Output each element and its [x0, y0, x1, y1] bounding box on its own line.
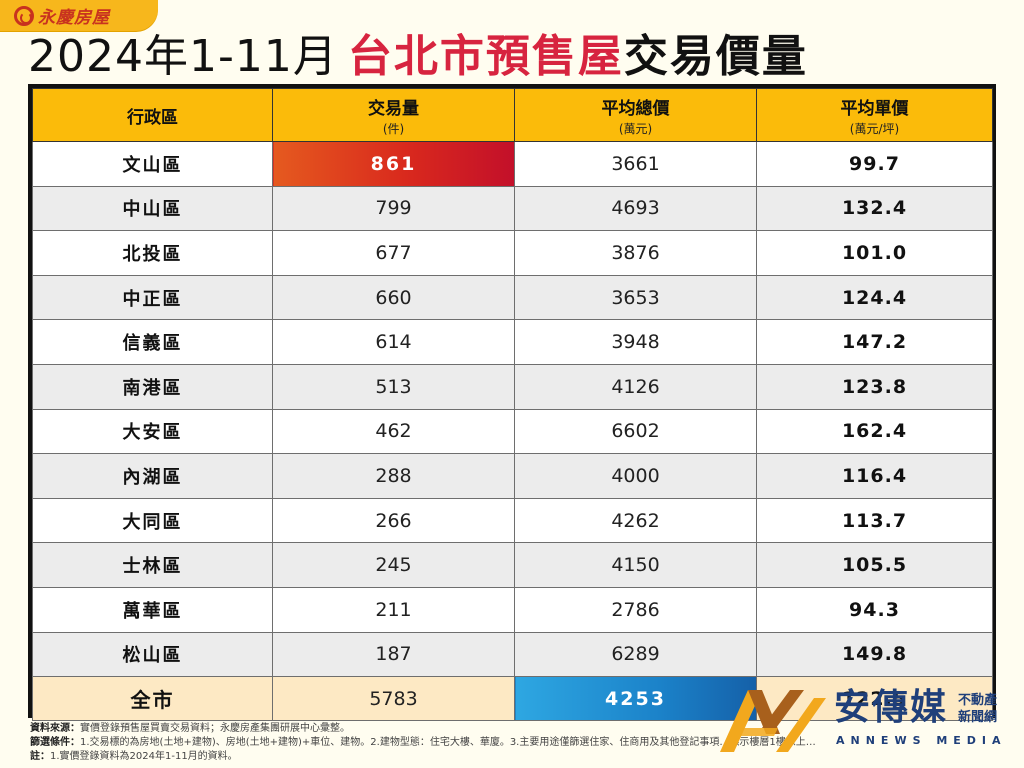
- cell-avg-unit: 113.7: [756, 497, 993, 544]
- note-remark-label: 註：: [30, 751, 50, 762]
- cell-volume-highlight: 861: [272, 141, 515, 187]
- table-row: 中正區 660 3653 124.4: [32, 274, 993, 321]
- cell-volume: 288: [272, 453, 515, 499]
- cell-avg-unit: 101.0: [756, 230, 993, 276]
- table-total-row: 全市 5783 4253 122.5: [32, 676, 993, 722]
- cell-avg-total: 3876: [514, 230, 757, 276]
- header-label: 交易量: [368, 98, 419, 119]
- cell-avg-total: 4262: [514, 497, 757, 544]
- cell-volume: 677: [272, 230, 515, 276]
- cell-volume: 799: [272, 185, 515, 232]
- table-row: 大安區 462 6602 162.4: [32, 408, 993, 455]
- header-label: 平均總價: [601, 98, 670, 119]
- note-remark-text: 1.實價登錄資料為2024年1-11月的資料。: [50, 751, 238, 762]
- data-table: 行政區 交易量 (件) 平均總價 (萬元) 平均單價 (萬元/坪) 文山區 861 3…: [32, 88, 993, 722]
- note-filter-text: 1.交易標的為房地(土地+建物)、房地(土地+建物)+車位、建物。2.建物型態：…: [80, 737, 816, 748]
- cell-avg-unit: 99.7: [756, 141, 993, 187]
- header-label: 行政區: [127, 107, 178, 128]
- cell-avg-total: 3653: [514, 274, 757, 321]
- cell-volume: 211: [272, 586, 515, 633]
- brand-tab: 永慶房屋: [0, 0, 158, 31]
- cell-district: 萬華區: [32, 586, 273, 633]
- header-district: 行政區: [32, 88, 273, 142]
- cell-volume: 660: [272, 274, 515, 321]
- header-volume: 交易量 (件): [272, 88, 515, 142]
- cell-avg-total: 6602: [514, 408, 757, 455]
- cell-volume: 187: [272, 631, 515, 678]
- cell-avg-unit: 147.2: [756, 319, 993, 365]
- table-row: 士林區 245 4150 105.5: [32, 542, 993, 588]
- cell-district: 大同區: [32, 497, 273, 544]
- cell-avg-total: 4000: [514, 453, 757, 499]
- cell-avg-unit: 116.4: [756, 453, 993, 499]
- header-unit: (萬元/坪): [849, 121, 900, 136]
- header-unit: (件): [382, 121, 405, 136]
- table-row: 北投區 677 3876 101.0: [32, 230, 993, 276]
- cell-district: 中正區: [32, 274, 273, 321]
- cell-avg-total: 4693: [514, 185, 757, 232]
- cell-avg-total: 4126: [514, 363, 757, 410]
- cell-volume: 245: [272, 542, 515, 588]
- page-title: 2024年1-11月 台北市預售屋 交易價量: [28, 30, 808, 84]
- cell-district: 大安區: [32, 408, 273, 455]
- note-source-label: 資料來源：: [30, 723, 80, 734]
- cell-avg-unit: 123.8: [756, 363, 993, 410]
- cell-avg-unit: 124.4: [756, 274, 993, 321]
- table-header-row: 行政區 交易量 (件) 平均總價 (萬元) 平均單價 (萬元/坪): [32, 88, 993, 142]
- cell-avg-total: 4150: [514, 542, 757, 588]
- cell-district: 文山區: [32, 141, 273, 187]
- cell-avg-total: 2786: [514, 586, 757, 633]
- header-unit: (萬元): [618, 121, 653, 136]
- cell-district: 信義區: [32, 319, 273, 365]
- note-source: 資料來源：實價登錄預售屋買賣交易資料；永慶房產集團研展中心彙整。: [30, 722, 1010, 736]
- header-avg-unit: 平均單價 (萬元/坪): [756, 88, 993, 142]
- table-row: 南港區 513 4126 123.8: [32, 363, 993, 410]
- note-source-text: 實價登錄預售屋買賣交易資料；永慶房產集團研展中心彙整。: [80, 723, 350, 734]
- cell-avg-unit: 105.5: [756, 542, 993, 588]
- cell-avg-unit: 132.4: [756, 185, 993, 232]
- cell-total-avg-total-highlight: 4253: [514, 676, 757, 722]
- cell-avg-total: 6289: [514, 631, 757, 678]
- table-row: 文山區 861 3661 99.7: [32, 141, 993, 187]
- cell-volume: 614: [272, 319, 515, 365]
- title-rest: 交易價量: [623, 31, 808, 82]
- cell-total-volume: 5783: [272, 676, 515, 722]
- note-filter-label: 篩選條件：: [30, 737, 80, 748]
- cell-avg-unit: 149.8: [756, 631, 993, 678]
- table-row: 松山區 187 6289 149.8: [32, 631, 993, 678]
- table-row: 內湖區 288 4000 116.4: [32, 453, 993, 499]
- cell-district: 北投區: [32, 230, 273, 276]
- cell-avg-total: 3661: [514, 141, 757, 187]
- cell-volume: 462: [272, 408, 515, 455]
- cell-avg-unit: 94.3: [756, 586, 993, 633]
- table-row: 中山區 799 4693 132.4: [32, 185, 993, 232]
- table-row: 大同區 266 4262 113.7: [32, 497, 993, 544]
- header-label: 平均單價: [840, 98, 909, 119]
- cell-district: 內湖區: [32, 453, 273, 499]
- cell-avg-total: 3948: [514, 319, 757, 365]
- brand-name: 永慶房屋: [38, 8, 110, 28]
- footnotes: 資料來源：實價登錄預售屋買賣交易資料；永慶房產集團研展中心彙整。 篩選條件：1.…: [30, 722, 1010, 764]
- cell-total-avg-unit: 122.5: [756, 676, 993, 722]
- note-remark: 註：1.實價登錄資料為2024年1-11月的資料。: [30, 750, 1010, 764]
- brand-logo-icon: [14, 5, 34, 26]
- title-highlight: 台北市預售屋: [347, 31, 624, 82]
- cell-total-label: 全市: [32, 676, 273, 722]
- cell-district: 士林區: [32, 542, 273, 588]
- cell-district: 南港區: [32, 363, 273, 410]
- cell-volume: 513: [272, 363, 515, 410]
- cell-avg-unit: 162.4: [756, 408, 993, 455]
- title-date: 2024年1-11月: [28, 31, 338, 82]
- cell-district: 中山區: [32, 185, 273, 232]
- note-filter: 篩選條件：1.交易標的為房地(土地+建物)、房地(土地+建物)+車位、建物。2.…: [30, 736, 1010, 750]
- table-row: 信義區 614 3948 147.2: [32, 319, 993, 365]
- cell-volume: 266: [272, 497, 515, 544]
- cell-district: 松山區: [32, 631, 273, 678]
- data-table-container: 行政區 交易量 (件) 平均總價 (萬元) 平均單價 (萬元/坪) 文山區 861 3…: [28, 84, 996, 722]
- header-avg-total: 平均總價 (萬元): [514, 88, 757, 142]
- table-row: 萬華區 211 2786 94.3: [32, 586, 993, 633]
